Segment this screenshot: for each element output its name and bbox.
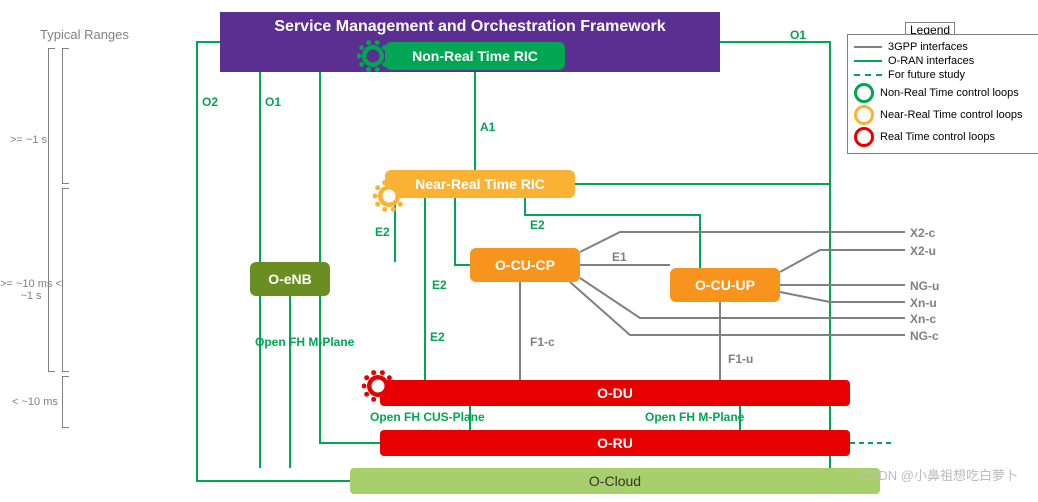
legend-box: 3GPP interfaces O-RAN interfaces For fut…	[847, 34, 1038, 154]
node-near: Near-Real Time RIC	[385, 170, 575, 198]
ranges-title: Typical Ranges	[40, 27, 129, 42]
edge-x2u	[780, 250, 905, 272]
legend-line-icon	[854, 46, 882, 48]
legend-gear-icon	[854, 83, 874, 103]
label-xnu: Xn-u	[910, 296, 937, 310]
bracket-1	[62, 48, 63, 184]
label-ngc: NG-c	[910, 329, 939, 343]
range-3: < ~10 ms	[12, 396, 58, 408]
legend-text: 3GPP interfaces	[888, 41, 968, 53]
legend-text: For future study	[888, 69, 965, 81]
gear-g_nrt	[357, 40, 389, 72]
label-a1: A1	[480, 120, 495, 134]
gear-g_odu	[362, 370, 394, 402]
legend-nrt-loop: Non-Real Time control loops	[854, 83, 1032, 103]
label-o1r: O1	[790, 28, 806, 42]
range-2: >= ~10 ms < ~1 s	[0, 278, 62, 302]
gear-g_near	[373, 180, 405, 212]
label-o1l: O1	[265, 95, 281, 109]
diagram-canvas: { "title": "Service Management and Orche…	[0, 0, 1038, 502]
legend-rt-loop: Real Time control loops	[854, 127, 1032, 147]
legend-gear-icon	[854, 127, 874, 147]
node-oenb: O-eNB	[250, 262, 330, 296]
label-e2c: E2	[530, 218, 545, 232]
label-e2a: E2	[375, 225, 390, 239]
legend-line-icon	[854, 60, 882, 62]
legend-text: O-RAN interfaces	[888, 55, 974, 67]
label-mpl: Open FH M-Plane	[255, 335, 354, 349]
label-e2d: E2	[430, 330, 445, 344]
node-odu: O-DU	[380, 380, 850, 406]
node-cuup: O-CU-UP	[670, 268, 780, 302]
watermark: CSDN @小鼻祖想吃白萝卜	[860, 465, 1018, 484]
node-cucp: O-CU-CP	[470, 248, 580, 282]
node-ocloud: O-Cloud	[350, 468, 880, 494]
node-oru: O-RU	[380, 430, 850, 456]
legend-text: Near-Real Time control loops	[880, 109, 1022, 121]
label-x2c: X2-c	[910, 226, 935, 240]
bracket-2	[62, 188, 63, 372]
label-x2u: X2-u	[910, 244, 936, 258]
legend-future: For future study	[854, 69, 1032, 81]
bracket-outer	[48, 48, 49, 372]
node-nrt: Non-Real Time RIC	[385, 42, 565, 70]
legend-3gpp: 3GPP interfaces	[854, 41, 1032, 53]
bracket-3	[62, 376, 63, 428]
legend-dash-icon	[854, 74, 882, 76]
legend-text: Non-Real Time control loops	[880, 87, 1019, 99]
edge-xnu	[780, 292, 905, 302]
legend-oran: O-RAN interfaces	[854, 55, 1032, 67]
range-1: >= ~1 s	[10, 134, 47, 146]
label-f1c: F1-c	[530, 335, 555, 349]
edge-e2b	[455, 198, 470, 265]
label-o2: O2	[202, 95, 218, 109]
label-ngu: NG-u	[910, 279, 939, 293]
label-mpr: Open FH M-Plane	[645, 410, 744, 424]
label-xnc: Xn-c	[910, 312, 936, 326]
label-e1: E1	[612, 250, 627, 264]
legend-gear-icon	[854, 105, 874, 125]
legend-near-loop: Near-Real Time control loops	[854, 105, 1032, 125]
label-e2b: E2	[432, 278, 447, 292]
legend-text: Real Time control loops	[880, 131, 995, 143]
label-f1u: F1-u	[728, 352, 753, 366]
label-cus: Open FH CUS-Plane	[370, 410, 485, 424]
